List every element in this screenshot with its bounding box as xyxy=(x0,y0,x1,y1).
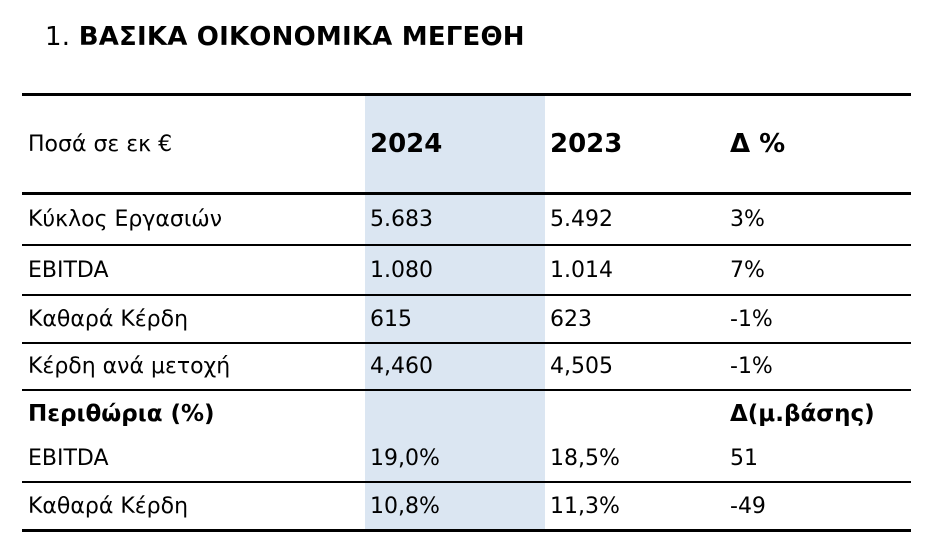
cell-2023: 5.492 xyxy=(550,207,613,232)
cell-delta: -1% xyxy=(730,354,773,379)
financial-table: Ποσά σε εκ € 2024 2023 Δ % Κύκλος Εργασι… xyxy=(22,93,911,532)
cell-label: Περιθώρια (%) xyxy=(28,400,215,427)
table-header-row: Ποσά σε εκ € 2024 2023 Δ % xyxy=(22,96,911,195)
cell-label: Κύκλος Εργασιών xyxy=(28,207,222,232)
cell-2023: 623 xyxy=(550,306,592,332)
cell-2024: 615 xyxy=(370,306,412,332)
table-row: EBITDA 19,0% 18,5% 51 xyxy=(22,436,911,483)
cell-delta: -49 xyxy=(730,493,766,519)
highlight-band-2024 xyxy=(365,96,545,529)
cell-label: Κέρδη ανά μετοχή xyxy=(28,354,231,379)
cell-2024: 10,8% xyxy=(370,493,440,519)
page-title: 1. ΒΑΣΙΚΑ ΟΙΚΟΝΟΜΙΚΑ ΜΕΓΕΘΗ xyxy=(45,22,525,52)
cell-delta: 51 xyxy=(730,446,758,471)
cell-delta: Δ(μ.βάσης) xyxy=(730,400,875,427)
table-row: Καθαρά Κέρδη 615 623 -1% xyxy=(22,296,911,344)
cell-delta: -1% xyxy=(730,306,773,332)
table-row: Καθαρά Κέρδη 10,8% 11,3% -49 xyxy=(22,483,911,529)
cell-2023: 11,3% xyxy=(550,493,620,519)
cell-label: Καθαρά Κέρδη xyxy=(28,306,189,332)
cell-2023: 4,505 xyxy=(550,354,613,379)
cell-label: EBITDA xyxy=(28,446,109,471)
cell-2024: 4,460 xyxy=(370,354,433,379)
cell-2024: 19,0% xyxy=(370,446,440,471)
table-row: Κύκλος Εργασιών 5.683 5.492 3% xyxy=(22,195,911,246)
table-row: EBITDA 1.080 1.014 7% xyxy=(22,246,911,296)
cell-label: EBITDA xyxy=(28,257,109,283)
column-header-2024: 2024 xyxy=(370,129,443,159)
column-header-metric: Ποσά σε εκ € xyxy=(28,131,173,157)
column-header-delta: Δ % xyxy=(730,129,786,159)
cell-2023: 1.014 xyxy=(550,257,613,283)
cell-delta: 3% xyxy=(730,207,765,232)
cell-2024: 1.080 xyxy=(370,257,433,283)
cell-delta: 7% xyxy=(730,257,765,283)
title-text: ΒΑΣΙΚΑ ΟΙΚΟΝΟΜΙΚΑ ΜΕΓΕΘΗ xyxy=(78,22,525,52)
cell-2023: 18,5% xyxy=(550,446,620,471)
column-header-2023: 2023 xyxy=(550,129,623,159)
cell-label: Καθαρά Κέρδη xyxy=(28,493,189,519)
title-number: 1. xyxy=(45,22,71,52)
cell-2024: 5.683 xyxy=(370,207,433,232)
table-row: Κέρδη ανά μετοχή 4,460 4,505 -1% xyxy=(22,344,911,391)
table-body: Κύκλος Εργασιών 5.683 5.492 3% EBITDA 1.080 1.… xyxy=(22,195,911,529)
table-section-row: Περιθώρια (%) Δ(μ.βάσης) xyxy=(22,391,911,436)
